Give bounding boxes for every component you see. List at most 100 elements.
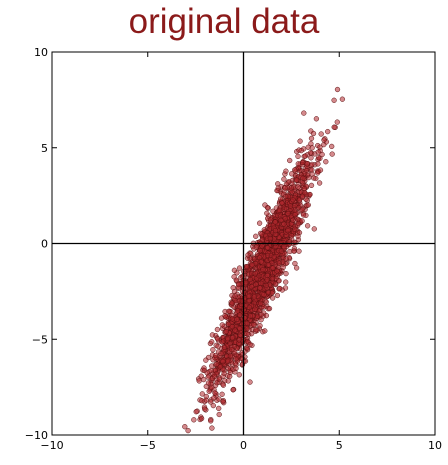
data-point — [258, 280, 264, 286]
data-point — [263, 312, 270, 319]
data-point — [278, 217, 284, 223]
data-point — [203, 397, 209, 403]
data-point — [315, 161, 321, 167]
data-point — [282, 193, 289, 200]
data-point — [331, 97, 337, 103]
data-point — [237, 312, 243, 318]
data-point — [300, 212, 307, 218]
data-point — [287, 203, 294, 209]
data-point — [211, 373, 218, 380]
data-point — [230, 387, 236, 393]
data-point — [247, 276, 253, 283]
data-point — [236, 265, 243, 271]
data-point — [288, 233, 295, 239]
data-point — [229, 300, 235, 306]
data-point — [210, 402, 216, 409]
data-point — [323, 159, 329, 165]
data-point — [234, 316, 240, 323]
data-point — [276, 278, 282, 284]
data-point — [261, 227, 267, 233]
data-point — [311, 175, 317, 181]
data-point — [245, 252, 251, 258]
data-point — [209, 332, 216, 338]
data-point — [231, 274, 237, 280]
data-point — [260, 266, 266, 273]
data-point — [216, 396, 222, 402]
x-tick-label: 10 — [428, 439, 442, 452]
data-point — [292, 211, 298, 218]
data-point — [257, 300, 264, 307]
data-point — [221, 370, 227, 376]
data-point — [265, 245, 271, 251]
data-point — [285, 210, 291, 217]
data-point — [292, 167, 298, 173]
data-point — [236, 337, 242, 343]
data-point — [215, 343, 221, 350]
data-point — [305, 202, 311, 208]
data-point — [236, 372, 242, 378]
ticks-layer: −10 −5 0 5 10 10 5 0 −5 −10 — [25, 46, 442, 452]
data-point — [247, 313, 254, 319]
data-point — [264, 252, 271, 259]
data-point — [317, 167, 324, 173]
data-point — [244, 263, 250, 270]
data-point — [291, 248, 297, 254]
data-point — [244, 320, 250, 326]
data-point — [208, 399, 214, 405]
data-point — [227, 353, 234, 359]
data-point — [321, 137, 327, 143]
data-point — [308, 135, 315, 142]
data-point — [304, 223, 311, 229]
data-point — [208, 418, 214, 424]
data-point — [239, 298, 246, 304]
data-point — [253, 244, 259, 250]
data-point — [225, 365, 231, 371]
data-point — [309, 167, 315, 173]
data-point — [201, 376, 207, 383]
data-point — [244, 345, 250, 351]
data-point — [274, 292, 281, 299]
data-point — [252, 270, 258, 277]
data-point — [281, 176, 287, 182]
y-tick-label: −10 — [25, 429, 48, 442]
data-point — [279, 200, 285, 206]
data-point — [265, 289, 272, 296]
data-point — [264, 210, 270, 216]
data-point — [325, 128, 331, 135]
data-point — [214, 326, 221, 333]
data-point — [257, 248, 263, 254]
data-point — [205, 374, 211, 380]
data-point — [206, 388, 212, 394]
data-point — [295, 153, 301, 160]
data-point — [230, 285, 236, 291]
data-point — [247, 341, 253, 348]
y-tick-label: 10 — [34, 46, 48, 59]
data-point — [208, 367, 214, 374]
data-point — [249, 262, 255, 268]
data-point — [317, 144, 323, 150]
data-point — [275, 185, 281, 191]
data-point — [209, 425, 215, 431]
data-point — [185, 427, 191, 434]
y-tick-label: −5 — [32, 333, 48, 346]
data-point — [217, 364, 223, 370]
chart-title: original data — [128, 2, 320, 41]
data-point — [258, 311, 264, 318]
data-point — [282, 185, 288, 191]
data-point — [293, 265, 300, 271]
data-point — [292, 226, 298, 232]
data-point — [232, 327, 238, 333]
data-point — [214, 336, 221, 342]
data-point — [277, 285, 283, 292]
data-point — [262, 202, 268, 208]
data-point — [298, 147, 304, 154]
data-point — [225, 335, 231, 342]
y-tick-label: 5 — [41, 142, 48, 155]
data-point — [295, 220, 302, 227]
data-point — [182, 424, 188, 430]
data-point — [220, 398, 226, 405]
data-point — [302, 153, 308, 159]
data-point — [216, 411, 222, 418]
data-point — [221, 344, 228, 351]
data-point — [339, 96, 346, 102]
